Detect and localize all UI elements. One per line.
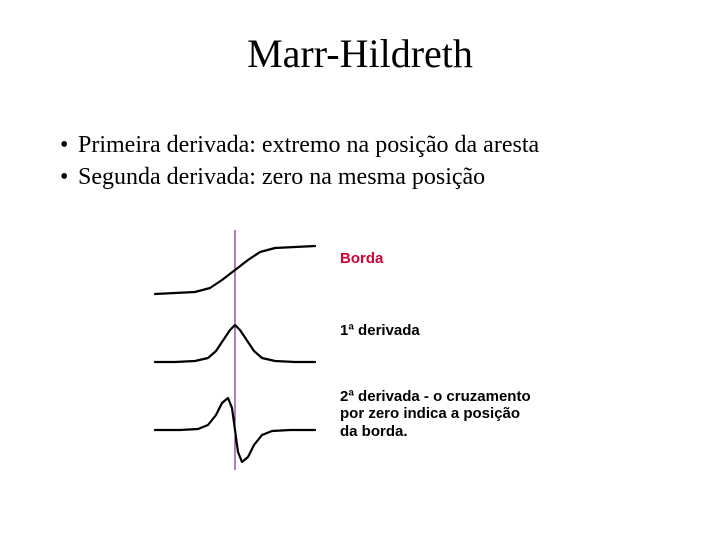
label-borda: Borda <box>340 250 383 267</box>
bullet-item: Segunda derivada: zero na mesma posição <box>60 162 680 192</box>
derivative-figure: Borda 1ª derivada 2ª derivada - o cruzam… <box>150 230 590 490</box>
bullet-list: Primeira derivada: extremo na posição da… <box>60 130 680 194</box>
curves-svg <box>150 230 320 470</box>
slide-title: Marr-Hildreth <box>0 30 720 77</box>
bullet-item: Primeira derivada: extremo na posição da… <box>60 130 680 160</box>
label-second-derivative: 2ª derivada - o cruzamento por zero indi… <box>340 388 540 440</box>
slide: Marr-Hildreth Primeira derivada: extremo… <box>0 0 720 540</box>
label-first-derivative: 1ª derivada <box>340 322 420 339</box>
